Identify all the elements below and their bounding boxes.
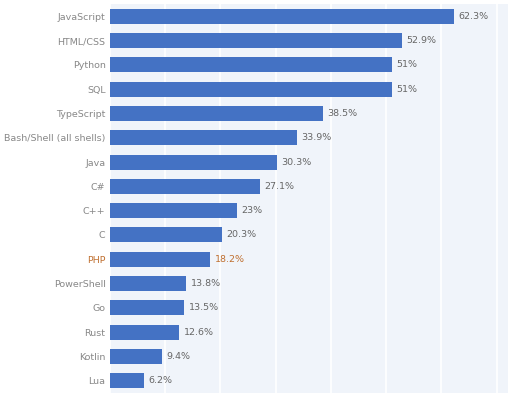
Text: 52.9%: 52.9% — [407, 36, 437, 45]
Text: 20.3%: 20.3% — [226, 230, 257, 239]
Bar — [110, 349, 162, 364]
Bar — [110, 130, 297, 145]
Text: 18.2%: 18.2% — [215, 255, 245, 264]
Bar — [110, 325, 179, 340]
Text: 51%: 51% — [396, 60, 417, 69]
Text: 62.3%: 62.3% — [459, 12, 489, 21]
Bar — [110, 252, 210, 267]
Text: 27.1%: 27.1% — [264, 182, 294, 191]
Bar — [110, 106, 323, 121]
Bar — [110, 300, 184, 315]
Bar — [110, 373, 144, 388]
Text: 38.5%: 38.5% — [327, 109, 357, 118]
Bar — [110, 227, 222, 243]
Text: 30.3%: 30.3% — [282, 158, 312, 167]
Bar — [110, 9, 454, 24]
Bar — [110, 33, 402, 48]
Text: 13.5%: 13.5% — [189, 303, 219, 312]
Bar — [110, 82, 392, 97]
Bar — [110, 179, 260, 194]
Text: 51%: 51% — [396, 85, 417, 94]
Bar — [110, 276, 186, 291]
Bar — [110, 203, 237, 218]
Text: 23%: 23% — [241, 206, 263, 215]
Bar — [110, 154, 278, 170]
Text: 12.6%: 12.6% — [184, 328, 214, 337]
Text: 13.8%: 13.8% — [190, 279, 221, 288]
Bar — [110, 57, 392, 72]
Text: 6.2%: 6.2% — [148, 376, 173, 385]
Text: 9.4%: 9.4% — [166, 352, 190, 361]
Text: 33.9%: 33.9% — [302, 133, 332, 142]
